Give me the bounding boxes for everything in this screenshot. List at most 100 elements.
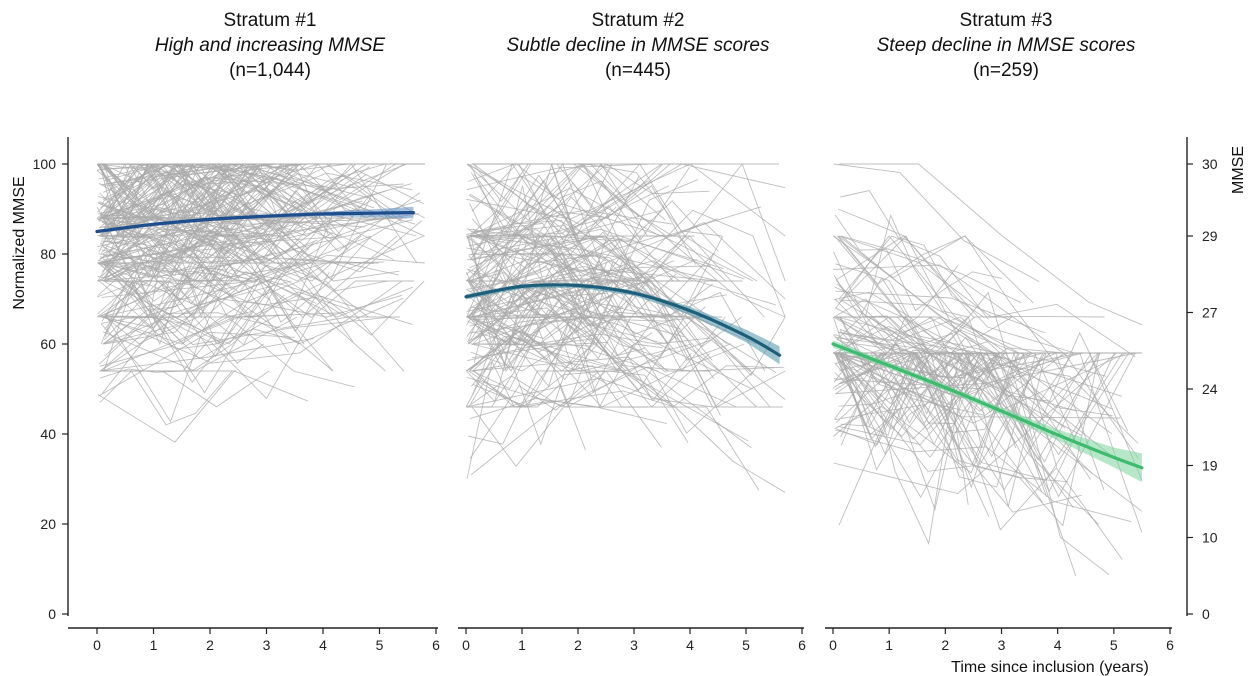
- y-tick-label-left: 20: [40, 516, 56, 532]
- individual-trajectory: [833, 298, 1013, 337]
- panel-3-title-block: Stratum #3 Steep decline in MMSE scores …: [836, 8, 1176, 83]
- x-tick-label: 6: [798, 637, 806, 653]
- x-axis-title: Time since inclusion (years): [951, 659, 1149, 676]
- panel-3-individual-trajectories: [832, 163, 1143, 577]
- individual-trajectory: [472, 275, 732, 361]
- individual-trajectory: [103, 262, 391, 346]
- individual-trajectory: [833, 352, 1117, 494]
- individual-trajectory: [101, 163, 255, 219]
- individual-trajectory: [103, 235, 372, 371]
- individual-trajectory: [467, 163, 621, 237]
- individual-trajectory: [466, 185, 632, 334]
- individual-trajectory: [835, 263, 1129, 441]
- individual-trajectory: [104, 276, 229, 423]
- x-tick-label: 3: [263, 637, 271, 653]
- x-tick-label: 2: [941, 637, 949, 653]
- individual-trajectory: [102, 257, 375, 265]
- individual-trajectory: [467, 204, 644, 343]
- individual-trajectory: [103, 307, 334, 384]
- individual-trajectory: [470, 174, 698, 299]
- individual-trajectory: [466, 360, 586, 479]
- x-tick-label: 0: [829, 637, 837, 653]
- individual-trajectory: [473, 307, 686, 345]
- individual-trajectory: [99, 370, 233, 426]
- panel-3-subtitle: Steep decline in MMSE scores: [876, 35, 1136, 56]
- x-tick-label: 5: [1110, 637, 1118, 653]
- individual-trajectory: [98, 226, 400, 318]
- individual-trajectory: [834, 298, 1082, 455]
- y-tick-label-right: 19: [1202, 458, 1218, 474]
- x-tick-label: 4: [319, 637, 327, 653]
- individual-trajectory: [99, 217, 424, 282]
- individual-trajectory: [99, 163, 288, 275]
- y-axis-left: 0 20 40 60 80 100: [33, 137, 69, 622]
- individual-trajectory: [467, 365, 649, 445]
- individual-trajectory: [466, 347, 671, 408]
- panel-2-title: Stratum #2: [591, 10, 685, 31]
- individual-trajectory: [471, 163, 695, 237]
- individual-trajectory: [473, 185, 670, 270]
- individual-trajectory: [839, 352, 1100, 527]
- individual-trajectory: [102, 183, 404, 255]
- individual-trajectory: [100, 306, 320, 400]
- panel-2-individual-trajectories: [465, 162, 786, 493]
- x-tick-label: 5: [376, 637, 384, 653]
- panel-3-n-label: (n=259): [972, 60, 1040, 81]
- individual-trajectory: [466, 228, 640, 282]
- y-tick-label-right: 10: [1202, 530, 1218, 546]
- individual-trajectory: [98, 312, 300, 394]
- individual-trajectory: [99, 231, 332, 328]
- individual-trajectory: [466, 307, 785, 372]
- individual-trajectory: [833, 378, 1143, 512]
- y-tick-label-left: 100: [33, 156, 57, 172]
- individual-trajectory: [468, 280, 653, 318]
- individual-trajectory: [470, 316, 711, 372]
- y-tick-label-right: 29: [1202, 228, 1218, 244]
- x-tick-label: 5: [742, 637, 750, 653]
- individual-trajectory: [103, 187, 395, 251]
- individual-trajectory: [834, 404, 1082, 513]
- individual-trajectory: [469, 279, 653, 388]
- y-tick-label-left: 80: [40, 246, 56, 262]
- individual-trajectory: [468, 238, 776, 306]
- panel-1-individual-trajectories: [96, 162, 425, 443]
- individual-trajectory: [101, 262, 240, 273]
- y-tick-label-right: 0: [1202, 606, 1210, 622]
- individual-trajectory: [99, 217, 392, 301]
- individual-trajectory: [840, 316, 971, 401]
- individual-trajectory: [102, 312, 345, 372]
- x-tick-label: 1: [885, 637, 893, 653]
- individual-trajectory: [835, 290, 1046, 334]
- panel-2-plot: [464, 162, 786, 493]
- individual-trajectory: [466, 276, 637, 337]
- y-tick-label-left: 40: [40, 426, 56, 442]
- individual-trajectory: [841, 235, 1022, 304]
- individual-trajectory: [472, 231, 715, 318]
- individual-trajectory: [472, 309, 721, 416]
- individual-trajectory: [103, 163, 403, 253]
- y-tick-label-right: 24: [1202, 381, 1218, 397]
- individual-trajectory: [465, 209, 786, 318]
- individual-trajectory: [833, 264, 1064, 354]
- y-tick-label-left: 60: [40, 336, 56, 352]
- individual-trajectory: [837, 235, 1062, 371]
- panel-1-title-block: Stratum #1 High and increasing MMSE (n=1…: [100, 8, 440, 83]
- individual-trajectory: [101, 180, 322, 282]
- individual-trajectory: [103, 239, 246, 279]
- individual-trajectory: [468, 280, 753, 390]
- individual-trajectory: [102, 370, 270, 408]
- individual-trajectory: [840, 352, 1092, 480]
- individual-trajectory: [470, 240, 609, 315]
- individual-trajectory: [840, 316, 1113, 435]
- individual-trajectory: [470, 297, 752, 372]
- individual-trajectory: [467, 263, 626, 311]
- individual-trajectory: [836, 352, 1137, 394]
- y-tick-label-right: 27: [1202, 305, 1218, 321]
- panel-2-trend-line: [464, 283, 782, 357]
- individual-trajectory: [105, 163, 222, 219]
- individual-trajectory: [470, 366, 737, 476]
- individual-trajectory: [836, 315, 964, 379]
- individual-trajectory: [100, 216, 394, 282]
- panel-1-n-label: (n=1,044): [229, 60, 311, 81]
- individual-trajectory: [102, 262, 289, 353]
